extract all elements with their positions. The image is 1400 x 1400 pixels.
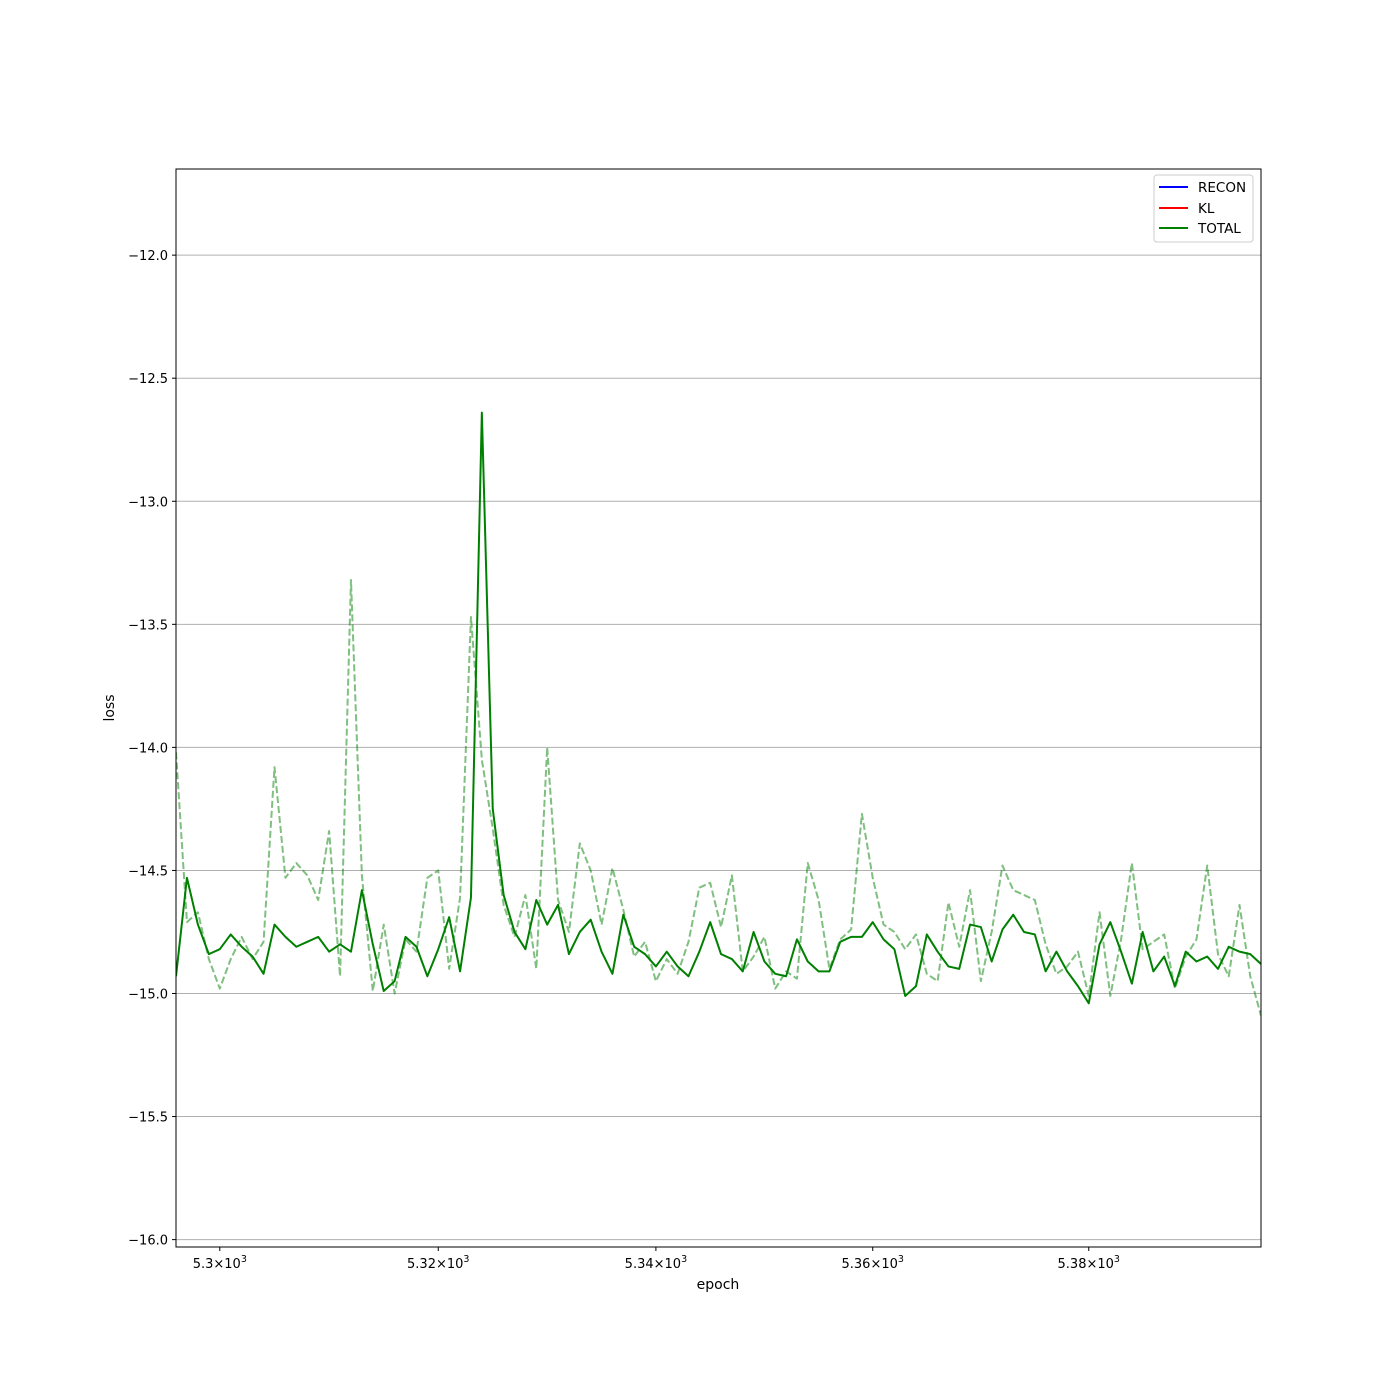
y-tick-label: −12.0 <box>128 249 168 264</box>
y-tick-label: −16.0 <box>128 1234 168 1249</box>
x-tick-label: 5.34×103 <box>625 1254 687 1272</box>
x-axis: 5.3×103 5.32×103 5.34×103 5.36×103 5.38×103 <box>193 1247 1120 1272</box>
legend: RECON KL TOTAL <box>1153 174 1254 243</box>
series-line-total <box>176 411 1261 1005</box>
grid-lines <box>176 254 1261 1241</box>
legend-label-recon: RECON <box>1198 180 1246 196</box>
x-tick-label: 5.32×103 <box>407 1254 469 1272</box>
y-tick-label: −13.0 <box>128 495 168 510</box>
y-tick-label: −15.0 <box>128 987 168 1002</box>
x-tick-label: 5.36×103 <box>842 1254 904 1272</box>
plot-area-frame <box>175 168 1262 1248</box>
x-tick-label: 5.38×103 <box>1058 1254 1120 1272</box>
y-tick-label: −15.5 <box>128 1111 168 1126</box>
y-tick-label: −13.5 <box>128 618 168 633</box>
y-axis-label: loss <box>102 694 118 721</box>
series-layer <box>176 411 1261 1016</box>
x-axis-label: epoch <box>697 1277 740 1293</box>
y-tick-label: −14.5 <box>128 864 168 879</box>
y-tick-label: −12.5 <box>128 372 168 387</box>
series-line-dashed <box>176 579 1261 1016</box>
y-tick-label: −14.0 <box>128 741 168 756</box>
legend-frame <box>1153 174 1254 243</box>
legend-label-total: TOTAL <box>1197 221 1241 237</box>
legend-label-kl: KL <box>1198 201 1215 217</box>
x-tick-label: 5.3×103 <box>193 1254 247 1272</box>
y-axis: −16.0 −15.5 −15.0 −14.5 −14.0 −13.5 −13.0 −12.5… <box>128 249 176 1249</box>
